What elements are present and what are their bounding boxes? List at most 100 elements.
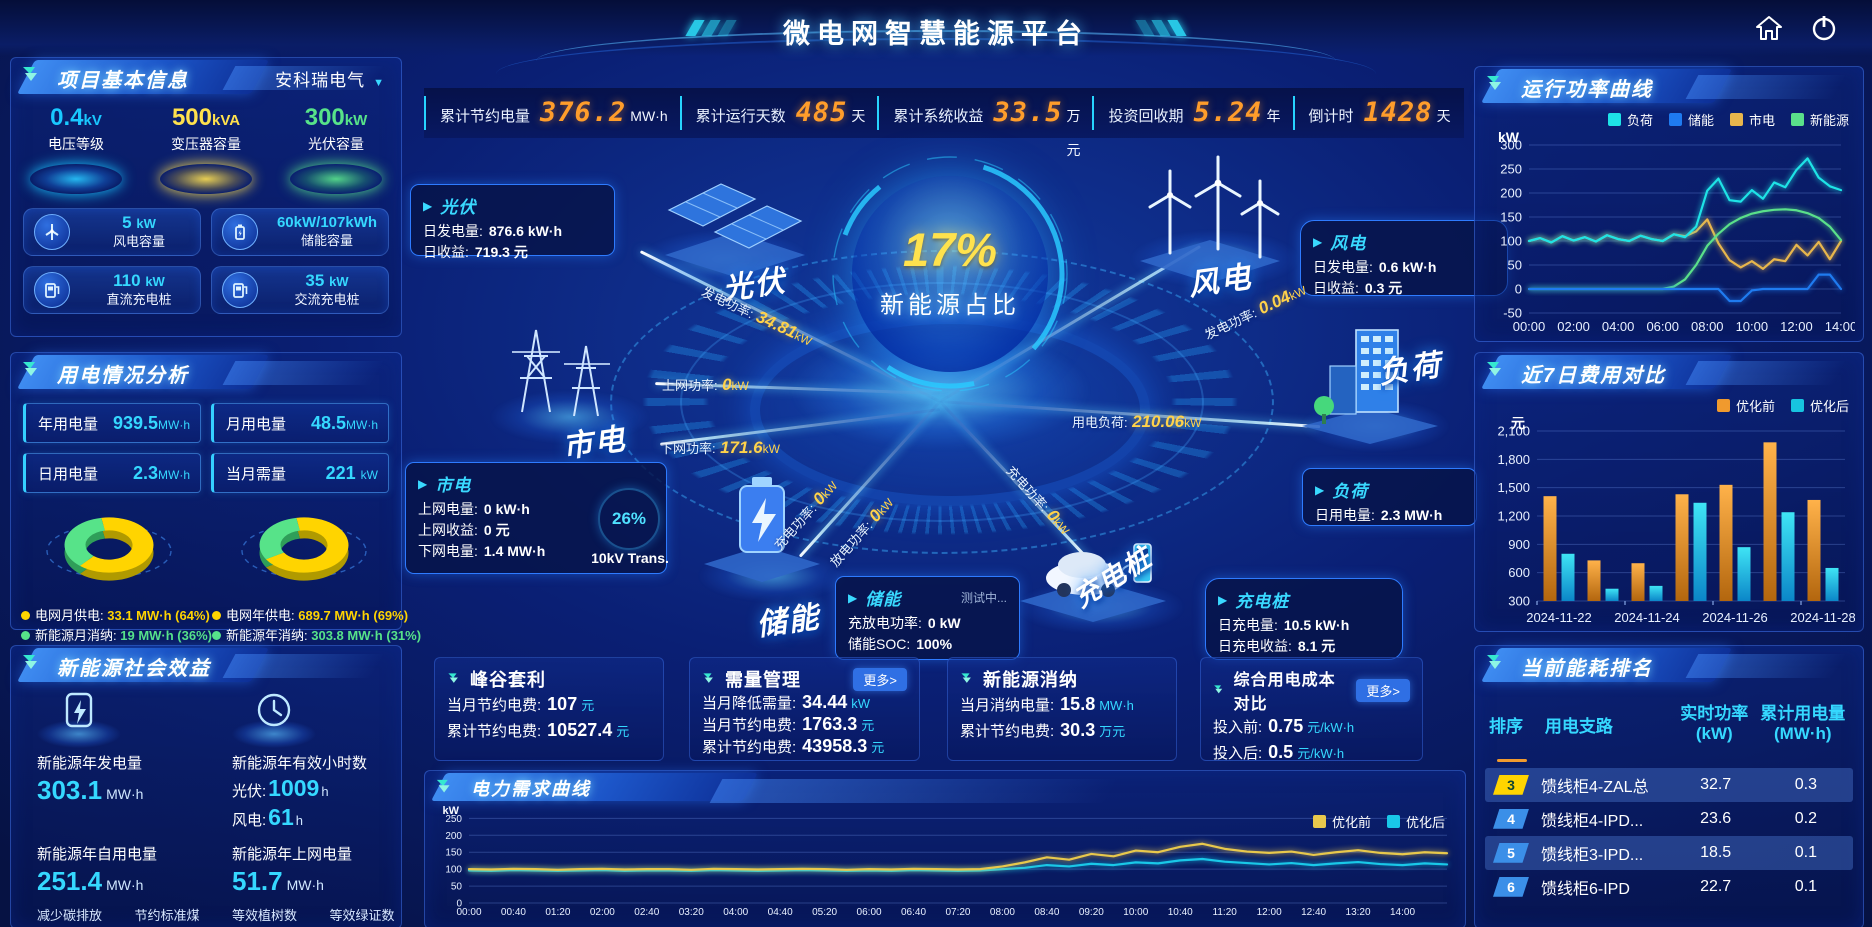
svg-text:06:00: 06:00 — [1646, 319, 1679, 334]
ac-charger-icon — [222, 272, 258, 308]
total-energy: 0.1 — [1794, 843, 1818, 861]
panel-title: 电力需求曲线 — [471, 779, 591, 799]
generation-lightning-icon — [65, 692, 93, 728]
svg-text:1,500: 1,500 — [1497, 480, 1530, 495]
svg-text:2024-11-22: 2024-11-22 — [1526, 610, 1592, 625]
wind-node-pad — [1130, 230, 1300, 288]
beam-to-load — [939, 400, 1321, 429]
rank-badge: 5 — [1493, 842, 1529, 863]
demand-curve-header: 电力需求曲线 — [425, 771, 1465, 803]
kpi-total-saved-energy: 累计节约电量 376.2 MW·h — [424, 96, 680, 130]
legend-grid-year: 电网年供电: 689.7 MW·h (69%) — [211, 606, 421, 626]
svg-text:14:00: 14:00 — [1390, 907, 1415, 918]
svg-text:2,100: 2,100 — [1497, 424, 1530, 439]
kpi-label: 累计运行天数 — [695, 108, 786, 125]
column-power: 实时功率 (kW) — [1680, 704, 1749, 744]
more-button[interactable]: 更多> — [1356, 678, 1410, 702]
svg-text:07:20: 07:20 — [945, 907, 970, 918]
home-icon[interactable] — [1754, 14, 1784, 42]
page-title: 微电网智慧能源平台 — [783, 19, 1089, 49]
annual-generation-item: 新能源年发电量 303.1 MW·h — [11, 690, 206, 831]
table-row[interactable]: 5 馈线柜3-IPD... 18.5 0.1 — [1485, 835, 1853, 870]
transmission-towers-icon — [512, 329, 610, 417]
kpi-value: 485 — [795, 97, 848, 128]
scroll-indicator[interactable] — [1497, 758, 1527, 762]
coal-saving-item: 节约标准煤 91.7 t — [134, 908, 200, 927]
pv-info-box: ▶ 光伏 日发电量: 876.6 kW·h 日收益: 719.3 元 — [410, 184, 615, 260]
storage-capacity-item[interactable]: 60kW/107kWh 储能容量 — [211, 208, 389, 256]
svg-text:08:00: 08:00 — [990, 907, 1015, 918]
storage-node-label: 储能 — [754, 600, 823, 643]
power-icon[interactable] — [1810, 14, 1838, 42]
svg-text:08:40: 08:40 — [1034, 907, 1059, 918]
kpi-value: 5.24 — [1193, 97, 1263, 128]
legend-item[interactable]: 负荷 — [1607, 110, 1653, 129]
svg-text:300: 300 — [1508, 594, 1530, 609]
电力需求曲线-svg: 250 200 150 100 50 0 kW 00:00 00:40 01:20 02:00 02:… — [443, 805, 1449, 918]
legend-grid-month: 电网月供电: 33.1 MW·h (64%) — [21, 606, 212, 626]
demand-curve-panel: 电力需求曲线 优化前 优化后 250 200 150 100 50 0 kW 00:00 00:4… — [424, 770, 1466, 927]
svg-text:1,200: 1,200 — [1497, 509, 1530, 524]
table-row[interactable]: 4 馈线柜4-IPD... 23.6 0.2 — [1485, 802, 1853, 836]
dc-charger-item[interactable]: 110 kW 直流充电桩 — [23, 266, 201, 314]
rank-badge: 6 — [1493, 876, 1529, 897]
company-select[interactable]: 安科瑞电气 ▼ — [275, 66, 385, 91]
svg-text:2024-11-26: 2024-11-26 — [1702, 610, 1768, 625]
svg-text:元: 元 — [1511, 417, 1525, 431]
status-badge: 测试中... — [960, 591, 1007, 605]
panel-title: 运行功率曲线 — [1521, 79, 1653, 101]
rank-badge: 3 — [1493, 774, 1529, 795]
kpi-summary-bar: 累计节约电量 376.2 MW·h 累计运行天数 485 天 累计系统收益 33… — [424, 88, 1464, 158]
svg-text:02:00: 02:00 — [590, 907, 615, 918]
card-flag-icon — [961, 672, 971, 683]
legend-item[interactable]: 优化前 — [1312, 812, 1371, 831]
capacity-grid: 5 kW 风电容量 60kW/107kWh 储能容量 110 kW 直流充电桩 35 … — [23, 208, 389, 314]
table-row[interactable]: 6 馈线柜6-IPD 22.7 0.1 — [1485, 870, 1853, 904]
panel-title: 当前能耗排名 — [1521, 658, 1653, 680]
total-energy: 0.1 — [1794, 877, 1818, 895]
branch-name: 馈线柜3-IPD... — [1541, 846, 1644, 864]
charger-node-label: 充电桩 — [1067, 541, 1158, 614]
load-info-box: ▶ 负荷 日用电量: 2.3 MW·h — [1302, 468, 1477, 526]
legend-item[interactable]: 市电 — [1729, 110, 1775, 129]
svg-text:04:40: 04:40 — [768, 907, 793, 918]
realtime-power: 18.5 — [1700, 843, 1732, 861]
double-chevron-icon: ▶ — [1313, 234, 1323, 249]
table-row[interactable]: 3 馈线柜4-ZAL总 32.7 0.3 — [1485, 767, 1853, 802]
wind-info-box: ▶ 风电 日发电量: 0.6 kW·h 日收益: 0.3 元 — [1300, 220, 1508, 296]
kpi-system-revenue: 累计系统收益 33.5 万元 — [877, 96, 1092, 158]
wind-capacity-item[interactable]: 5 kW 风电容量 — [23, 208, 201, 256]
social-benefit-panel: 新能源社会效益 新能源年发电量 303.1 MW·h — [10, 645, 402, 927]
svg-text:14:00: 14:00 — [1825, 319, 1855, 334]
beam-to-storage — [798, 400, 942, 558]
tree-equivalent-item: 等效植树数 240棵 — [232, 908, 298, 927]
svg-text:05:20: 05:20 — [812, 907, 837, 918]
svg-text:100: 100 — [445, 865, 462, 876]
pv-node-pad — [640, 230, 810, 288]
legend-item[interactable]: 新能源 — [1790, 110, 1849, 129]
beam-grid-down — [659, 408, 941, 446]
legend-item[interactable]: 优化后 — [1790, 396, 1849, 415]
column-energy: 累计用电量 (MW·h) — [1760, 704, 1846, 744]
charger-node-pad — [1015, 580, 1185, 634]
legend-item[interactable]: 储能 — [1668, 110, 1714, 129]
double-chevron-icon: ▶ — [1218, 592, 1228, 607]
green-dot-icon — [21, 631, 30, 640]
legend-item[interactable]: 优化前 — [1716, 396, 1775, 415]
svg-text:12:40: 12:40 — [1301, 907, 1326, 918]
ac-charger-item[interactable]: 35 kW 交流充电桩 — [211, 266, 389, 314]
svg-text:150: 150 — [1500, 210, 1522, 225]
transformer-load-gauge: 26% — [598, 488, 660, 550]
monthly-demand-chip: 当月需量 221 kW — [211, 453, 389, 493]
to-grid-item: 新能源年上网电量 51.7 MW·h — [232, 846, 353, 896]
svg-text:2024-11-24: 2024-11-24 — [1614, 610, 1680, 625]
transformer-capacity-pedestal: 500kVA 变压器容量 — [147, 104, 265, 194]
total-energy: 0.2 — [1794, 809, 1818, 827]
svg-text:50: 50 — [451, 882, 463, 893]
more-button[interactable]: 更多> — [853, 667, 907, 691]
kpi-label: 投资回收期 — [1108, 108, 1184, 125]
monthly-usage-chip: 月用电量 48.5MW·h — [211, 403, 389, 443]
glow-disc — [290, 164, 382, 194]
legend-item[interactable]: 优化后 — [1386, 812, 1445, 831]
